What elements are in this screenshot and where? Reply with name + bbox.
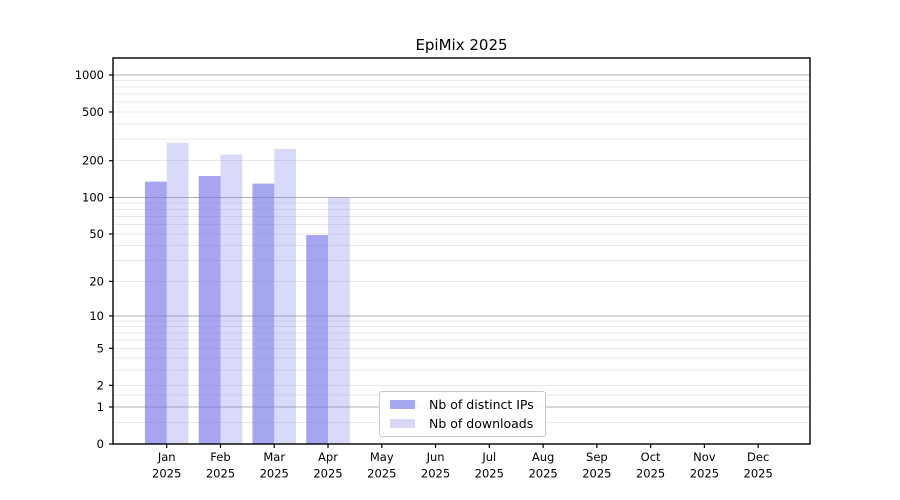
- x-tick-label: Sep 2025: [582, 450, 611, 481]
- y-tick-label: 100: [82, 191, 104, 205]
- y-tick-label: 2: [97, 378, 104, 392]
- legend-swatch-downloads-icon: [390, 419, 415, 428]
- x-tick-label: Mar 2025: [260, 450, 289, 481]
- x-tick-label: Oct 2025: [636, 450, 665, 481]
- y-tick-label: 500: [82, 105, 104, 119]
- legend-item-downloads: Nb of downloads: [386, 416, 539, 432]
- bar-distinct-ips: [252, 183, 275, 444]
- legend-label-downloads: Nb of downloads: [429, 416, 534, 431]
- legend-label-distinct-ips: Nb of distinct IPs: [429, 397, 534, 412]
- bar-distinct-ips: [198, 176, 221, 445]
- bar-downloads: [328, 197, 350, 444]
- x-tick-label: Apr 2025: [313, 450, 342, 481]
- x-tick-label: Dec 2025: [744, 450, 773, 481]
- bar-distinct-ips: [144, 181, 167, 445]
- bar-downloads: [166, 142, 189, 444]
- x-tick-label: Jan 2025: [152, 450, 181, 481]
- chart-title: EpiMix 2025: [415, 36, 508, 54]
- y-tick-label: 1: [97, 400, 104, 414]
- bar-downloads: [274, 148, 297, 445]
- y-tick-label: 20: [89, 274, 104, 288]
- y-tick-label: 200: [82, 154, 104, 168]
- legend: Nb of distinct IPs Nb of downloads: [379, 391, 546, 437]
- x-tick-label: May 2025: [367, 450, 396, 481]
- legend-item-distinct-ips: Nb of distinct IPs: [386, 397, 539, 413]
- x-tick-label: Aug 2025: [528, 450, 557, 481]
- x-tick-label: Jul 2025: [475, 450, 504, 481]
- y-tick-label: 5: [97, 341, 104, 355]
- legend-swatch-distinct-ips-icon: [390, 400, 415, 409]
- bar-distinct-ips: [306, 235, 329, 444]
- y-tick-label: 10: [89, 309, 104, 323]
- y-tick-label: 1000: [75, 68, 104, 82]
- axis-frame: [112, 57, 811, 445]
- y-tick-label: 0: [97, 437, 104, 451]
- x-tick-label: Feb 2025: [206, 450, 235, 481]
- bar-downloads: [220, 154, 243, 444]
- x-tick-label: Nov 2025: [690, 450, 719, 481]
- y-tick-label: 50: [89, 227, 104, 241]
- x-tick-label: Jun 2025: [421, 450, 450, 481]
